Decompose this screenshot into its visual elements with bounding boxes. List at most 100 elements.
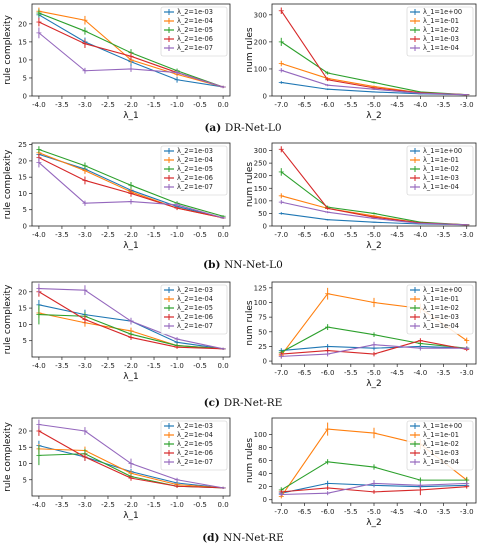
legend-label: λ_1=1e-03 xyxy=(423,35,459,43)
legend-label: λ_2=1e-03 xyxy=(177,286,213,294)
chart-b-right: -7.0 -6.5 -6.0 -5.5 -5.0 -4.5 -4.0 -3.5 -3.0 0 50 1… xyxy=(245,142,477,251)
x-tick-label: -5.0 xyxy=(367,508,381,516)
x-tick-label: -7.0 xyxy=(274,508,288,516)
legend-label: λ_1=1e-01 xyxy=(423,295,459,303)
y-tick-label: 0 xyxy=(23,93,27,101)
y-tick-label: 10 xyxy=(18,190,27,198)
x-tick-label: -5.5 xyxy=(344,231,358,239)
x-tick-label: -0.5 xyxy=(193,101,207,109)
y-tick-label: 200 xyxy=(254,172,267,180)
x-tick-label: -4.0 xyxy=(32,101,46,109)
legend-label: λ_1=1e+00 xyxy=(423,286,462,294)
x-tick-label: -4.5 xyxy=(390,231,404,239)
y-tick-label: 200 xyxy=(254,38,267,46)
x-tick-label: -1.0 xyxy=(170,501,184,509)
y-tick-label: 25 xyxy=(258,343,267,351)
chart-c-left: -4.0 -3.5 -3.0 -2.5 -2.0 -1.5 -1.0 -0.5 0.0 5 10 15… xyxy=(3,281,231,382)
x-tick-label: -5.0 xyxy=(367,369,381,377)
y-axis-label: num rules xyxy=(245,438,255,483)
legend-box xyxy=(406,420,474,471)
y-tick-label: 20 xyxy=(18,20,27,28)
legend-box xyxy=(406,145,474,196)
legend-label: λ_2=1e-07 xyxy=(177,183,213,191)
x-tick-label: 0.0 xyxy=(218,362,229,370)
legend-label: λ_2=1e-04 xyxy=(177,156,213,164)
legend-label: λ_2=1e-06 xyxy=(177,35,213,43)
y-tick-label: 15 xyxy=(18,174,27,182)
legend-label: λ_1=1e-01 xyxy=(423,17,459,25)
y-tick-label: 0 xyxy=(263,358,267,366)
x-axis-label: λ_1 xyxy=(123,111,139,121)
caption-letter: (a) xyxy=(204,122,224,134)
y-axis-label: rule complexity xyxy=(3,284,13,354)
x-tick-label: -3.5 xyxy=(437,369,451,377)
legend-label: λ_1=1e-02 xyxy=(423,165,459,173)
y-tick-label: 20 xyxy=(18,157,27,165)
y-tick-label: 0 xyxy=(263,93,267,101)
x-tick-label: -4.5 xyxy=(390,369,404,377)
legend-label: λ_2=1e-03 xyxy=(177,422,213,430)
x-tick-label: -6.5 xyxy=(298,369,312,377)
y-axis-label: rule complexity xyxy=(3,149,13,219)
y-tick-label: 100 xyxy=(254,197,267,205)
x-tick-label: -6.0 xyxy=(321,231,335,239)
x-tick-label: -1.0 xyxy=(170,231,184,239)
legend-label: λ_1=1e-03 xyxy=(423,174,459,182)
x-tick-label: -3.0 xyxy=(460,369,474,377)
x-tick-label: -1.5 xyxy=(147,101,161,109)
x-tick-label: -5.5 xyxy=(344,508,358,516)
x-axis-label: λ_2 xyxy=(366,379,382,389)
legend-label: λ_2=1e-04 xyxy=(177,431,213,439)
chart-d-right: -7.0 -6.5 -6.0 -5.5 -5.0 -4.5 -4.0 -3.5 -3.0 0 20 4… xyxy=(245,417,477,528)
caption-text: DR-Net-RE xyxy=(224,397,283,409)
y-tick-label: 0 xyxy=(263,223,267,231)
caption-text: DR-Net-L0 xyxy=(225,122,282,134)
x-tick-label: -7.0 xyxy=(274,231,288,239)
y-axis-label: num rules xyxy=(245,300,255,345)
x-tick-label: -6.0 xyxy=(321,369,335,377)
y-tick-label: 25 xyxy=(18,141,27,149)
caption-4: (d) NN-Net-RE xyxy=(202,532,284,544)
legend-label: λ_1=1e+00 xyxy=(423,8,462,16)
legend-box xyxy=(160,145,228,196)
x-tick-label: -3.0 xyxy=(460,101,474,109)
x-axis-label: λ_2 xyxy=(366,241,382,251)
chart-c-right: -7.0 -6.5 -6.0 -5.5 -5.0 -4.5 -4.0 -3.5 -3.0 0 25 5… xyxy=(245,281,477,389)
y-tick-label: 0 xyxy=(263,496,267,504)
caption-letter: (d) xyxy=(202,532,223,544)
x-tick-label: -3.5 xyxy=(437,101,451,109)
y-tick-label: 100 xyxy=(254,299,267,307)
legend-label: λ_2=1e-06 xyxy=(177,174,213,182)
y-tick-label: 15 xyxy=(18,38,27,46)
x-tick-label: -1.5 xyxy=(147,231,161,239)
x-tick-label: -3.0 xyxy=(78,362,92,370)
legend-label: λ_2=1e-06 xyxy=(177,313,213,321)
x-tick-label: -3.0 xyxy=(460,508,474,516)
x-tick-label: -0.5 xyxy=(193,501,207,509)
x-tick-label: -6.5 xyxy=(298,508,312,516)
legend-label: λ_2=1e-06 xyxy=(177,449,213,457)
y-axis-label: num rules xyxy=(245,162,255,207)
y-tick-label: 20 xyxy=(258,483,267,491)
x-axis-label: λ_1 xyxy=(123,511,139,521)
y-tick-label: 60 xyxy=(258,457,267,465)
legend-box xyxy=(160,420,228,471)
legend-label: λ_1=1e-04 xyxy=(423,458,459,466)
x-tick-label: -5.5 xyxy=(344,369,358,377)
x-tick-label: 0.0 xyxy=(218,501,229,509)
y-tick-label: 0 xyxy=(23,223,27,231)
y-tick-label: 5 xyxy=(23,337,27,345)
x-tick-label: 0.0 xyxy=(218,101,229,109)
legend-box xyxy=(406,284,474,335)
x-tick-label: 0.0 xyxy=(218,231,229,239)
caption-letter: (b) xyxy=(203,259,224,271)
x-tick-label: -5.5 xyxy=(344,101,358,109)
x-axis-label: λ_2 xyxy=(366,518,382,528)
legend-label: λ_2=1e-04 xyxy=(177,295,213,303)
x-tick-label: -4.5 xyxy=(390,508,404,516)
legend-label: λ_1=1e-03 xyxy=(423,313,459,321)
legend-label: λ_2=1e-04 xyxy=(177,17,213,25)
y-tick-label: 125 xyxy=(254,284,267,292)
x-tick-label: -4.0 xyxy=(414,101,428,109)
x-tick-label: -6.0 xyxy=(321,101,335,109)
